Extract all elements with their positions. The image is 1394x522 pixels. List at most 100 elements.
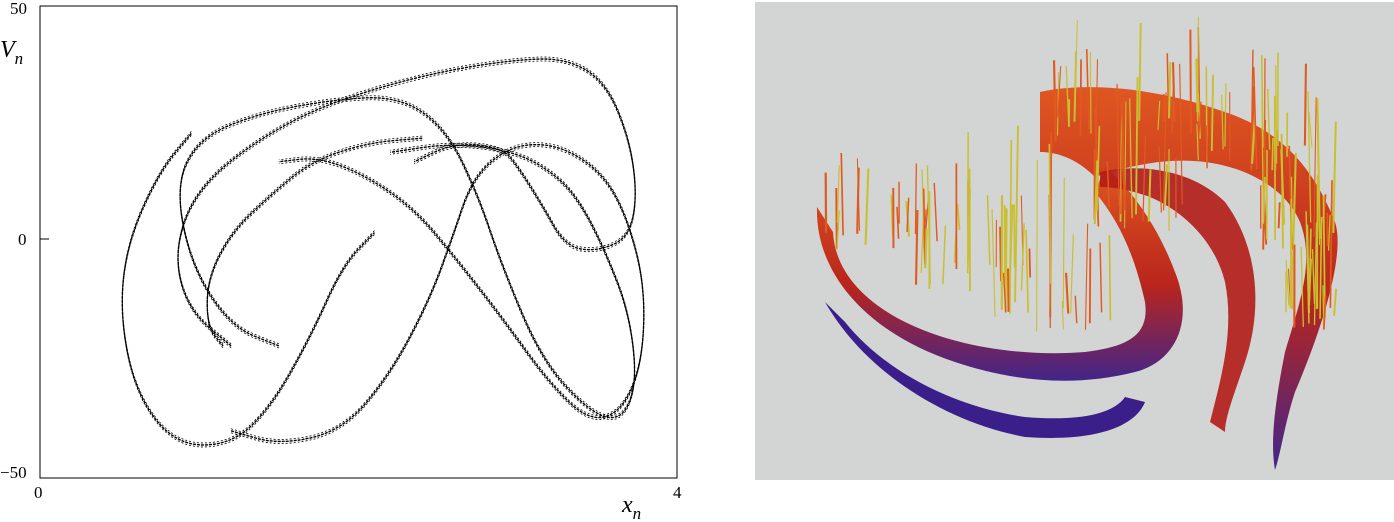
spike-154 bbox=[1333, 288, 1338, 316]
spike-147 bbox=[1327, 214, 1331, 251]
spike-62 bbox=[1007, 268, 1010, 312]
spike-44 bbox=[1025, 229, 1030, 313]
spike-11 bbox=[890, 194, 894, 236]
attractor-strand-3-2 bbox=[206, 139, 423, 349]
spike-94 bbox=[1147, 169, 1152, 222]
spike-125 bbox=[1303, 63, 1307, 146]
spike-142 bbox=[1332, 121, 1337, 234]
spike-82 bbox=[1197, 93, 1201, 139]
spike-61 bbox=[1002, 272, 1007, 313]
spike-7 bbox=[836, 210, 840, 250]
attractor-plot: 50 0 −50 0 4 Vn xn bbox=[0, 0, 682, 522]
spike-119 bbox=[1250, 49, 1254, 151]
spike-141 bbox=[1307, 91, 1312, 223]
spike-55 bbox=[1004, 208, 1008, 312]
spike-116 bbox=[1266, 89, 1271, 150]
spike-126 bbox=[1275, 65, 1278, 164]
spike-67 bbox=[1166, 53, 1170, 115]
surface-render bbox=[816, 16, 1338, 471]
spike-167 bbox=[1319, 216, 1323, 319]
spike-19 bbox=[836, 165, 840, 223]
spike-90 bbox=[1116, 83, 1120, 206]
spike-50 bbox=[1099, 242, 1103, 313]
spike-152 bbox=[1277, 202, 1281, 229]
spike-45 bbox=[1088, 248, 1092, 324]
spike-4 bbox=[840, 152, 844, 236]
spike-1 bbox=[835, 187, 838, 249]
spike-12 bbox=[864, 168, 870, 246]
spike-75 bbox=[1089, 51, 1092, 134]
spike-21 bbox=[856, 158, 861, 231]
spike-132 bbox=[1313, 97, 1317, 237]
spike-49 bbox=[1084, 223, 1089, 330]
x-tick-label-left: 0 bbox=[34, 483, 43, 502]
spike-53 bbox=[1062, 177, 1065, 309]
spike-28 bbox=[968, 168, 971, 292]
spike-48 bbox=[1065, 272, 1070, 314]
spike-130 bbox=[1271, 137, 1274, 171]
spike-168 bbox=[1285, 260, 1290, 306]
surface-band-middle bbox=[1100, 168, 1256, 432]
spike-56 bbox=[1014, 125, 1019, 303]
spike-159 bbox=[1300, 246, 1304, 327]
y-tick-label-top: 50 bbox=[10, 0, 27, 18]
y-tick-label-zero: 0 bbox=[18, 230, 27, 249]
spike-81 bbox=[1073, 51, 1078, 122]
plot-frame bbox=[39, 5, 678, 479]
surface-band-right bbox=[1040, 87, 1338, 471]
spike-99 bbox=[1164, 164, 1169, 207]
spike-83 bbox=[1171, 62, 1176, 123]
surface-render-panel bbox=[755, 2, 1394, 480]
attractor-strand-3-0 bbox=[206, 135, 423, 345]
spike-151 bbox=[1261, 100, 1265, 224]
spike-112 bbox=[1210, 74, 1215, 151]
spike-86 bbox=[1138, 22, 1142, 121]
spike-34 bbox=[1028, 248, 1032, 278]
spike-74 bbox=[1052, 60, 1057, 142]
spike-89 bbox=[1106, 161, 1111, 208]
spike-71 bbox=[1189, 29, 1192, 133]
attractor-strand-4-2 bbox=[230, 146, 645, 444]
attractor-strand-2-0 bbox=[179, 95, 635, 416]
attractor-strand-1-1 bbox=[177, 58, 636, 347]
spike-170 bbox=[1291, 195, 1295, 308]
y-axis-label: Vn bbox=[0, 37, 23, 68]
spike-105 bbox=[1120, 97, 1124, 215]
spike-173 bbox=[1305, 211, 1310, 324]
spike-131 bbox=[1196, 124, 1199, 161]
x-tick-label-right: 4 bbox=[673, 483, 682, 502]
spike-58 bbox=[1070, 234, 1074, 314]
spike-129 bbox=[1224, 83, 1227, 147]
spike-109 bbox=[1093, 160, 1099, 224]
attractor-strands bbox=[121, 56, 645, 448]
spike-17 bbox=[956, 203, 961, 231]
spike-158 bbox=[1329, 180, 1333, 308]
attractor-strand-1-2 bbox=[177, 60, 636, 349]
spikes bbox=[824, 16, 1338, 332]
spike-108 bbox=[1135, 77, 1139, 215]
spike-85 bbox=[1168, 62, 1172, 119]
spike-78 bbox=[1085, 48, 1090, 129]
spike-175 bbox=[1322, 295, 1327, 330]
attractor-strand-4-0 bbox=[230, 142, 645, 440]
attractor-strand-0-2 bbox=[121, 135, 375, 448]
spike-172 bbox=[1308, 228, 1312, 306]
spike-84 bbox=[1195, 58, 1199, 113]
spike-72 bbox=[1079, 59, 1082, 136]
spike-0 bbox=[896, 206, 900, 239]
spike-40 bbox=[926, 165, 931, 284]
attractor-strand-3-1 bbox=[206, 137, 423, 347]
spike-8 bbox=[914, 163, 917, 235]
spike-59 bbox=[1074, 295, 1078, 324]
spike-54 bbox=[991, 209, 996, 317]
spike-102 bbox=[1096, 126, 1101, 212]
spike-123 bbox=[1197, 101, 1202, 149]
spike-128 bbox=[1252, 66, 1258, 170]
spike-122 bbox=[1221, 94, 1224, 150]
surface-band-left bbox=[816, 167, 1183, 381]
attractor-strand-0-0 bbox=[121, 131, 375, 444]
spike-42 bbox=[1020, 223, 1025, 291]
spike-98 bbox=[1162, 92, 1167, 211]
attractor-strand-2-1 bbox=[179, 97, 636, 419]
spike-103 bbox=[1158, 146, 1162, 213]
